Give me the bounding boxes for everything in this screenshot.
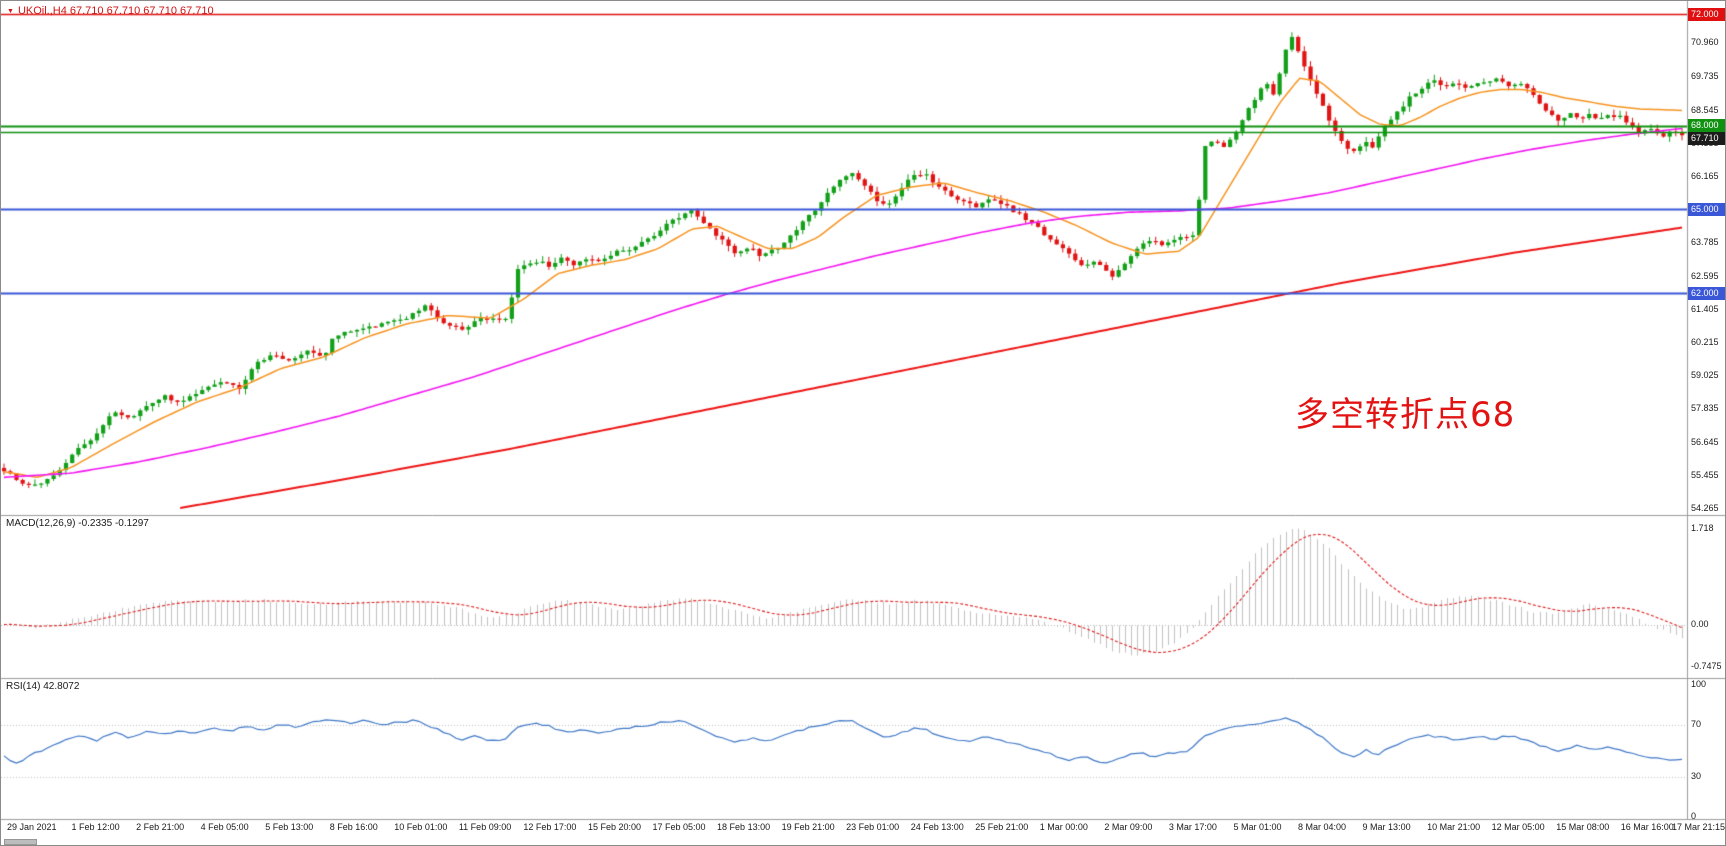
scrollbar-thumb[interactable] bbox=[4, 839, 37, 845]
